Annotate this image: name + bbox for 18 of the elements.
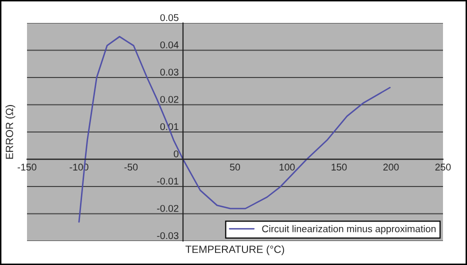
y-tick-label: -0.01 [157,178,178,185]
y-tick-label: 0 [174,150,178,158]
y-tick-label: 0.04 [160,41,179,48]
y-tick-label: 0.05 [160,14,178,22]
legend-label: Circuit linearization minus approximation [262,225,436,234]
x-tick-label: 200 [383,164,399,171]
x-tick-label: -150 [18,164,36,171]
x-axis-title: TEMPERATURE (°C) [186,245,284,256]
y-tick-label: 0.02 [160,96,178,103]
y-tick-label: -0.03 [157,232,178,240]
y-axis-title: ERROR (Ω) [6,105,16,159]
y-tick-label: 0.03 [160,68,178,76]
x-tick-label: 50 [230,164,240,171]
x-tick-label: -50 [124,164,138,171]
x-tick-label: 150 [332,164,347,171]
x-tick-label: 100 [280,164,295,171]
y-tick-label: -0.02 [157,204,178,212]
x-tick-label: 250 [435,164,451,171]
